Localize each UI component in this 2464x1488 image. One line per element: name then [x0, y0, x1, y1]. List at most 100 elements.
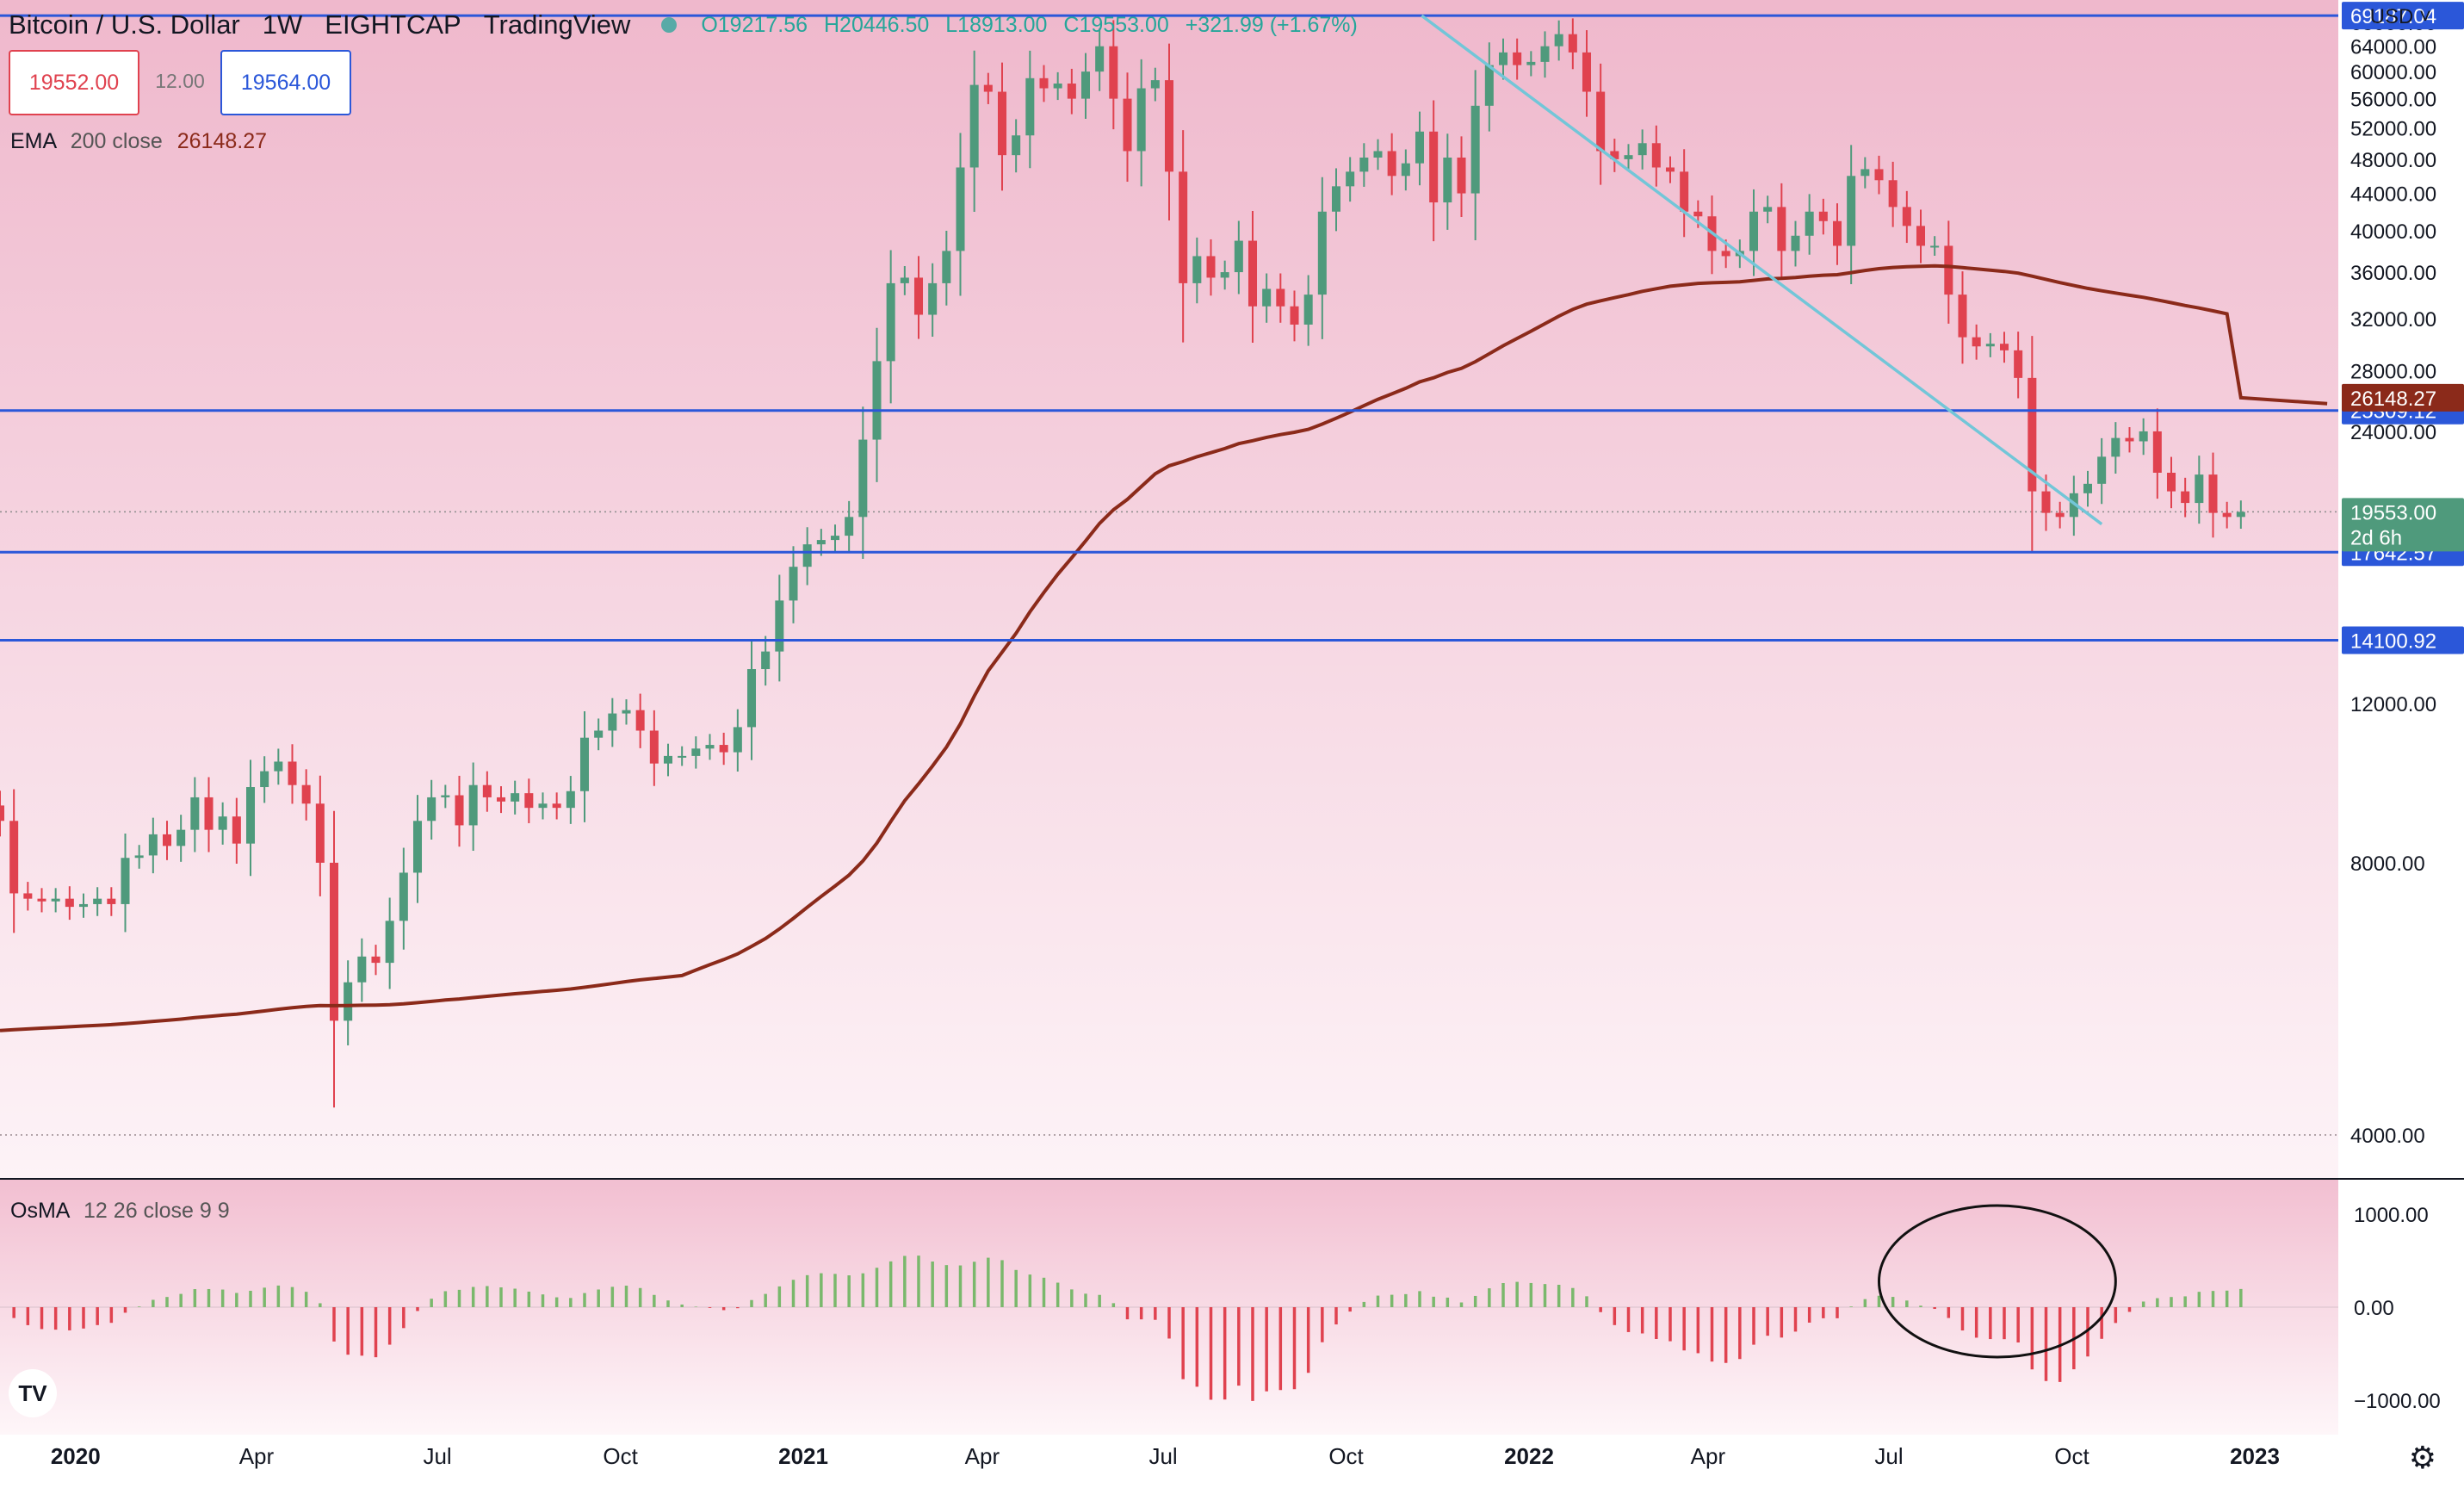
candle-down [524, 793, 534, 809]
candle-up [1053, 84, 1062, 89]
interval-label[interactable]: 1W [262, 9, 303, 40]
candle-up [274, 761, 283, 772]
candle-down [288, 761, 297, 785]
candle-down [1179, 171, 1188, 283]
candle-up [2097, 456, 2107, 484]
candle-down [329, 862, 339, 1021]
osma-y-tick-label: −1000.00 [2354, 1390, 2441, 1413]
buy-button[interactable]: 19564.00 [220, 50, 351, 115]
x-tick-label: Jul [423, 1443, 451, 1469]
candle-up [1080, 71, 1091, 99]
candle-up [1346, 171, 1355, 187]
change-value: +321.99 (+1.67%) [1185, 12, 1358, 37]
close-value: C19553.00 [1063, 12, 1169, 37]
candle-down [1290, 306, 1299, 325]
x-tick-label: Oct [603, 1443, 638, 1469]
candle-down [635, 710, 645, 731]
y-tick-label: 12000.00 [2350, 693, 2436, 716]
candle-down [1109, 46, 1118, 99]
candle-up [678, 755, 687, 758]
candle-up [1554, 34, 1563, 46]
candle-down [552, 803, 561, 809]
candle-up [1749, 211, 1759, 251]
candle-up [1805, 211, 1814, 236]
candle-up [357, 956, 367, 983]
candle-down [1680, 171, 1689, 212]
gear-icon[interactable]: ⚙ [2408, 1440, 2436, 1475]
x-tick-label: Jul [1874, 1443, 1903, 1469]
candle-up [1136, 88, 1146, 152]
y-tick-label: 56000.00 [2350, 89, 2436, 112]
tradingview-logo-icon[interactable]: TV [9, 1369, 57, 1417]
spread-value: 12.00 [155, 69, 205, 92]
candle-down [1721, 251, 1730, 257]
y-tick-label: 44000.00 [2350, 183, 2436, 207]
candle-up [51, 898, 60, 902]
candle-down [1610, 151, 1619, 159]
candle-down [2028, 377, 2037, 492]
price-scale-background [2338, 0, 2464, 1435]
x-tick-label: Apr [965, 1443, 1000, 1469]
candle-down [301, 784, 311, 804]
last-price-label-box [2342, 498, 2464, 552]
last-price-label-countdown: 2d 6h [2350, 526, 2402, 549]
candle-down [1039, 78, 1049, 89]
candle-up [260, 771, 269, 788]
candle-up [2083, 483, 2093, 493]
candle-down [1123, 98, 1132, 152]
candle-down [1916, 226, 1926, 246]
candle-up [1484, 65, 1494, 106]
candle-up [733, 727, 742, 753]
x-tick-label: Oct [1328, 1443, 1364, 1469]
candle-up [761, 651, 771, 670]
chevron-down-icon: ˅ [2418, 5, 2431, 28]
candle-down [1651, 143, 1661, 168]
candle-down [2208, 474, 2218, 513]
ema-price-label: 26148.27 [2350, 388, 2436, 411]
candle-down [23, 893, 33, 899]
candle-down [482, 784, 492, 797]
ohlc-values: O19217.56 H20446.50 L18913.00 C19553.00 … [701, 13, 1368, 38]
osma-legend-name: OsMA [10, 1199, 70, 1223]
candle-up [969, 84, 979, 168]
level-price-label-box [2342, 2, 2464, 30]
symbol-title[interactable]: Bitcoin / U.S. Dollar [9, 9, 240, 40]
candle-down [1958, 294, 1967, 338]
candle-up [2111, 437, 2120, 457]
currency-selector[interactable]: USD ˅ [2370, 5, 2431, 29]
market-status-icon [661, 17, 678, 33]
chart-header: Bitcoin / U.S. Dollar 1W EIGHTCAP Tradin… [0, 0, 1368, 50]
low-value: L18913.00 [945, 12, 1048, 37]
candle-down [2222, 512, 2232, 518]
candle-down [1206, 256, 1216, 278]
osma-legend[interactable]: OsMA 12 26 close 9 9 [10, 1199, 230, 1224]
candle-up [399, 872, 408, 921]
candle-up [1234, 240, 1243, 273]
candle-down [983, 84, 993, 92]
candle-up [816, 540, 826, 545]
candle-up [802, 544, 812, 567]
level-price-label-box [2342, 626, 2464, 654]
candle-down [204, 797, 214, 830]
candle-up [93, 898, 102, 904]
candle-up [622, 710, 631, 714]
exchange-label: EIGHTCAP [325, 9, 461, 40]
candle-up [1930, 245, 1940, 248]
x-tick-label: 2022 [1504, 1443, 1554, 1469]
candle-up [1359, 157, 1369, 172]
candle-up [872, 361, 882, 440]
candle-up [1262, 288, 1272, 307]
candle-up [579, 737, 590, 791]
candle-up [468, 784, 478, 826]
candle-up [1025, 78, 1035, 136]
candle-down [1832, 220, 1842, 246]
sell-button[interactable]: 19552.00 [9, 50, 139, 115]
candle-up [858, 439, 868, 518]
candle-down [65, 898, 74, 908]
open-value: O19217.56 [701, 12, 808, 37]
ema-legend-params: 200 close [70, 129, 163, 153]
candle-up [1401, 163, 1410, 177]
ema-legend[interactable]: EMA 200 close 26148.27 [10, 129, 267, 154]
level-price-label: 69187.04 [2350, 5, 2436, 28]
